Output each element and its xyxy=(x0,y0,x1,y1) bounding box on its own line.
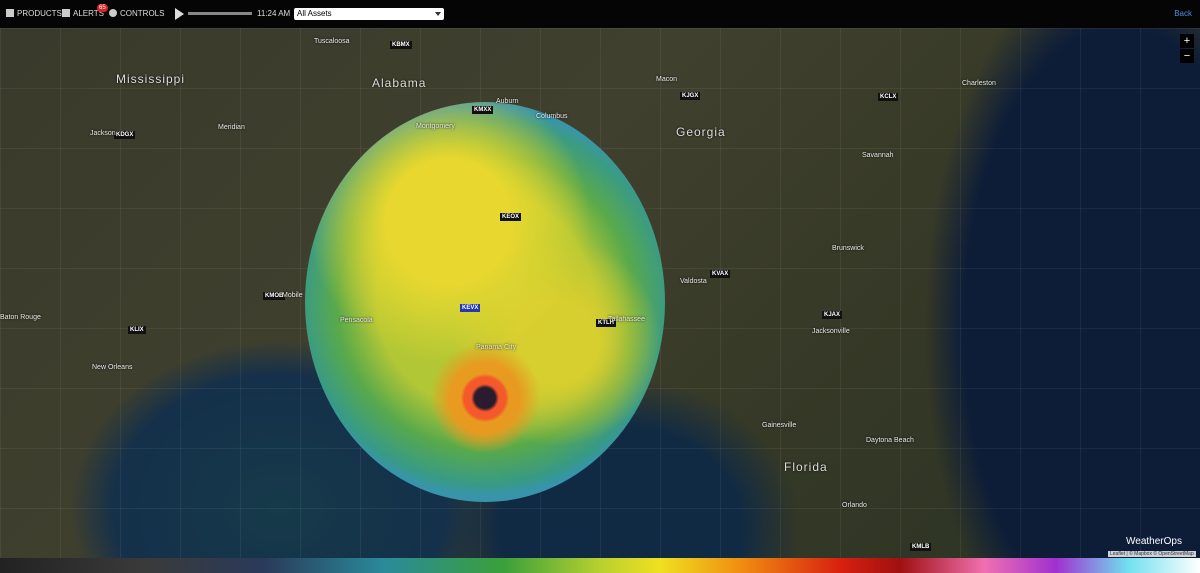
city-label: Montgomery xyxy=(416,123,455,130)
city-label: Valdosta xyxy=(680,278,707,285)
radar-station[interactable]: KCLX xyxy=(878,93,899,101)
state-label[interactable]: Alabama xyxy=(372,76,427,90)
controls-label: CONTROLS xyxy=(120,9,165,18)
city-label: Jackson xyxy=(90,130,116,137)
radar-station[interactable]: KVAX xyxy=(710,270,731,278)
city-label: New Orleans xyxy=(92,364,133,371)
city-label: Baton Rouge xyxy=(0,314,41,321)
state-label[interactable]: Florida xyxy=(784,460,828,474)
city-label: Tuscaloosa xyxy=(314,38,350,45)
map[interactable]: KBMX KMXX KJGX KCLX KDGX KEOX KVAX KEVX KMOB KLIX… xyxy=(0,28,1200,558)
radar-overlay xyxy=(305,102,665,502)
controls-button[interactable]: CONTROLS xyxy=(109,9,164,18)
radar-station[interactable]: KJAX xyxy=(822,311,843,319)
city-label: Macon xyxy=(656,76,678,83)
city-label: Meridian xyxy=(218,124,245,131)
radar-station[interactable]: KJGX xyxy=(680,92,701,100)
city-label: Charleston xyxy=(962,80,996,87)
asset-filter[interactable]: All Assets xyxy=(294,8,444,20)
radar-station[interactable]: KBMX xyxy=(390,41,412,49)
products-label: PRODUCTS xyxy=(17,9,62,18)
city-label: Columbus xyxy=(536,113,568,120)
state-label[interactable]: Georgia xyxy=(676,125,726,139)
alert-count: 65 xyxy=(97,4,108,12)
city-label: Orlando xyxy=(842,502,867,509)
radar-station[interactable]: KEOX xyxy=(500,213,522,221)
time-slider[interactable] xyxy=(188,12,252,15)
radar-station[interactable]: KEVX xyxy=(460,304,481,312)
city-label: Gainesville xyxy=(762,422,797,429)
city-label: Brunswick xyxy=(832,245,864,252)
city-label: Tallahassee xyxy=(608,316,645,323)
city-label: Auburn xyxy=(496,98,519,105)
city-label: Panama City xyxy=(476,344,517,351)
alerts-button[interactable]: ALERTS xyxy=(62,9,104,18)
attribution[interactable]: Leaflet | © Mapbox © OpenStreetMap xyxy=(1108,551,1196,557)
zoom-in[interactable]: + xyxy=(1180,34,1194,48)
radar-station[interactable]: KMOB xyxy=(263,292,286,300)
back-link[interactable]: Back xyxy=(1174,9,1192,18)
alerts-label: ALERTS xyxy=(73,9,104,18)
zoom-out[interactable]: − xyxy=(1180,49,1194,63)
state-label[interactable]: Mississippi xyxy=(116,72,186,86)
radar-station[interactable]: KDGX xyxy=(114,131,136,139)
city-label: Jacksonville xyxy=(812,328,850,335)
city-label: Savannah xyxy=(862,152,894,159)
city-label: Mobile xyxy=(282,292,303,299)
toolbar: PRODUCTS ALERTS 65 CONTROLS 11:24 AM All… xyxy=(0,0,1200,28)
products-button[interactable]: PRODUCTS xyxy=(6,9,62,18)
radar-station[interactable]: KMLB xyxy=(910,543,932,551)
radar-station[interactable]: KTLH xyxy=(596,319,616,327)
city-label: Pensacola xyxy=(340,317,373,324)
play-button[interactable] xyxy=(175,8,184,20)
time: 11:24 AM xyxy=(257,9,291,18)
city-label: Daytona Beach xyxy=(866,437,914,444)
radar-station[interactable]: KLIX xyxy=(128,326,146,334)
logo: WeatherOps xyxy=(1126,536,1182,547)
color-scale xyxy=(0,558,1200,573)
radar-station[interactable]: KMXX xyxy=(472,106,494,114)
